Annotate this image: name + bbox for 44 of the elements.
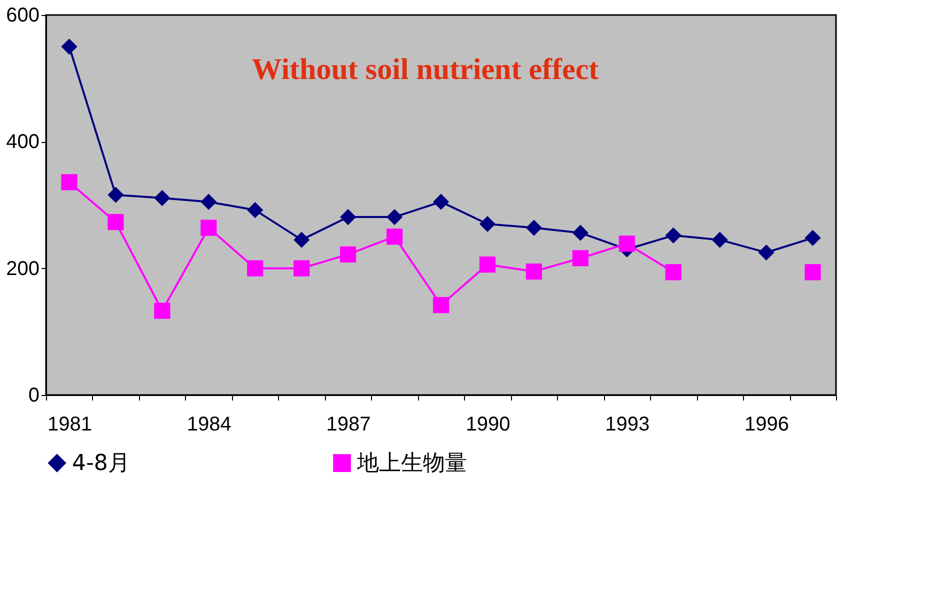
point: [294, 260, 310, 276]
legend-label: 4-8月: [72, 451, 130, 476]
x-tick-label: 1984: [186, 414, 232, 436]
point: [386, 228, 403, 245]
point: [665, 264, 682, 280]
point: [572, 224, 588, 241]
point: [108, 214, 124, 230]
y-tick-label: 200: [6, 258, 40, 280]
x-tick-label: 1996: [744, 414, 790, 436]
y-tick-label: 400: [6, 131, 40, 154]
point: [758, 244, 774, 261]
x-tick-label: 1987: [326, 414, 371, 436]
point: [247, 260, 264, 276]
annotation: Without soil nutrient effect: [252, 53, 599, 86]
point: [200, 194, 217, 210]
point: [61, 38, 78, 55]
point: [804, 230, 821, 246]
point: [572, 250, 588, 266]
point: [526, 263, 542, 280]
point: [154, 302, 170, 319]
point: [432, 194, 450, 210]
point: [804, 264, 821, 280]
point: [154, 190, 170, 206]
x-tick-label: 1981: [47, 414, 92, 436]
y-tick-label: 0: [28, 384, 40, 406]
point: [479, 256, 496, 273]
point: [294, 232, 310, 248]
point: [247, 202, 264, 218]
x-tick-label: 1993: [605, 414, 650, 436]
point: [479, 216, 496, 232]
point: [386, 208, 403, 226]
point: [108, 186, 124, 203]
legend-label: 地上生物量: [356, 451, 467, 476]
y-tick-label: 600: [6, 4, 40, 26]
point: [526, 220, 542, 236]
point: [432, 297, 450, 314]
point: [712, 232, 728, 248]
point: [340, 208, 356, 226]
point: [200, 220, 217, 236]
point: [61, 174, 78, 190]
point: [340, 246, 356, 262]
point: [665, 227, 682, 244]
point: [618, 236, 635, 252]
x-tick-label: 1990: [466, 414, 510, 436]
